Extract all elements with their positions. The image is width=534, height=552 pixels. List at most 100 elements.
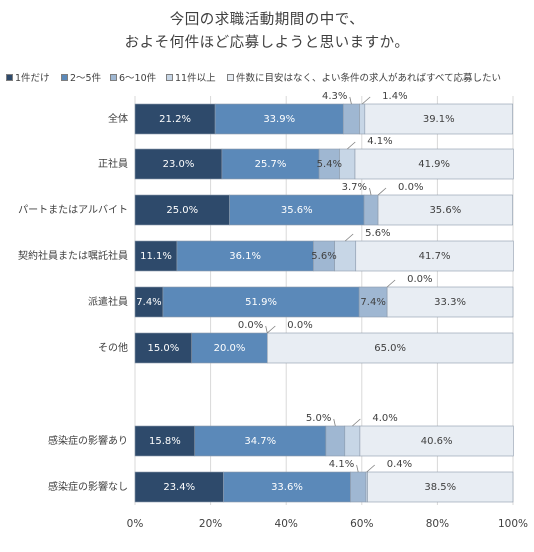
bar-segment — [359, 425, 514, 457]
bar-segment — [162, 286, 360, 318]
data-label: 21.2% — [159, 114, 191, 125]
bar-segment — [134, 148, 223, 180]
legend-label-1: 1件だけ — [15, 73, 50, 84]
category-label: 感染症の影響なし — [48, 480, 128, 493]
category-label: パートまたはアルバイト — [18, 204, 128, 216]
legend-label-3: 6～10件 — [119, 73, 157, 84]
data-label: 36.1% — [229, 251, 261, 262]
bar-segment — [176, 240, 314, 272]
leader-line — [344, 233, 354, 242]
bar-segment — [377, 194, 513, 226]
bar-segment — [355, 240, 514, 272]
leader-line — [352, 418, 361, 427]
bar-segment — [221, 148, 320, 180]
leader-line — [265, 325, 268, 334]
bar-segment — [334, 240, 357, 272]
legend-item-2: 2～5件 — [61, 70, 101, 84]
bar-segment — [363, 194, 379, 226]
x-tick-label: 80% — [426, 518, 449, 530]
bar-segment — [194, 425, 327, 457]
bar-segment — [266, 332, 514, 364]
data-label: 0.4% — [387, 459, 412, 470]
data-label: 3.7% — [342, 182, 367, 193]
bar-segment — [229, 194, 365, 226]
data-label: 7.4% — [136, 297, 161, 308]
data-label: 15.0% — [147, 343, 179, 354]
data-label: 20.0% — [214, 343, 246, 354]
data-label: 23.0% — [163, 159, 195, 170]
data-label: 39.1% — [423, 114, 455, 125]
leader-line — [361, 96, 371, 105]
data-label: 5.4% — [317, 159, 342, 170]
data-label: 34.7% — [244, 436, 276, 447]
bar-segment — [134, 471, 224, 503]
data-label: 15.8% — [149, 436, 181, 447]
x-tick-label: 60% — [350, 518, 373, 530]
leader-line — [377, 187, 387, 196]
data-label: 5.6% — [311, 251, 336, 262]
legend-item-3: 6～10件 — [110, 70, 156, 84]
bar-segment — [354, 148, 514, 180]
bar-segment — [325, 425, 346, 457]
legend-label-2: 2～5件 — [70, 73, 102, 84]
data-label: 0.0% — [287, 320, 312, 331]
bar-segment — [364, 103, 513, 135]
legend-item-5: 件数に目安はなく、よい条件の求人があればすべて応募したい — [227, 70, 501, 84]
data-label: 4.0% — [372, 413, 397, 424]
data-label: 51.9% — [245, 297, 277, 308]
data-label: 25.0% — [166, 205, 198, 216]
chart-title-line-1: 今回の求職活動期間の中で、 — [169, 12, 365, 28]
data-label: 0.0% — [407, 274, 432, 285]
leader-line — [333, 418, 336, 427]
leader-line — [267, 325, 276, 334]
data-label: 33.6% — [271, 482, 303, 493]
data-label: 5.0% — [306, 413, 331, 424]
leader-line — [349, 96, 352, 105]
data-label: 40.6% — [421, 436, 453, 447]
bar-segment — [344, 425, 361, 457]
legend-label-4: 11件以上 — [175, 73, 216, 84]
bar-segment — [214, 103, 344, 135]
leader-line — [369, 187, 372, 196]
data-label: 5.6% — [365, 228, 390, 239]
x-tick-label: 20% — [199, 518, 222, 530]
x-tick-label: 100% — [498, 518, 528, 530]
category-label: その他 — [98, 341, 128, 354]
legend-swatch-3 — [110, 73, 117, 81]
data-label: 4.3% — [322, 91, 347, 102]
x-tick-label: 0% — [127, 518, 144, 530]
data-label: 35.6% — [281, 205, 313, 216]
data-label: 41.7% — [419, 251, 451, 262]
data-label: 0.0% — [238, 320, 263, 331]
leader-line — [366, 464, 375, 473]
data-label: 38.5% — [424, 482, 456, 493]
data-label: 7.4% — [360, 297, 385, 308]
chart-legend: 1件だけ 2～5件 6～10件 11件以上 件数に目安はなく、よい条件の求人があ… — [6, 70, 534, 84]
category-label: 感染症の影響あり — [48, 434, 128, 447]
data-label: 4.1% — [367, 136, 392, 147]
data-label: 41.9% — [418, 159, 450, 170]
data-label: 65.0% — [374, 343, 406, 354]
bar-segment — [342, 103, 360, 135]
leader-line — [386, 279, 396, 288]
bar-segment — [134, 240, 178, 272]
bar-segment — [367, 471, 514, 503]
bar-segment — [134, 425, 196, 457]
bar-segment — [134, 194, 230, 226]
leader-line — [356, 464, 359, 473]
bar-segment — [191, 332, 268, 364]
data-label: 23.4% — [163, 482, 195, 493]
legend-label-5: 件数に目安はなく、よい条件の求人があればすべて応募したい — [236, 73, 501, 84]
data-label: 0.0% — [398, 182, 423, 193]
leader-line — [346, 141, 356, 150]
category-label: 全体 — [108, 112, 128, 125]
data-label: 33.3% — [434, 297, 466, 308]
data-label: 11.1% — [140, 251, 172, 262]
legend-swatch-5 — [227, 73, 234, 81]
legend-swatch-1 — [6, 73, 13, 81]
data-label: 25.7% — [255, 159, 287, 170]
data-label: 33.9% — [263, 114, 295, 125]
bar-segment — [386, 286, 514, 318]
category-label: 契約社員または嘱託社員 — [18, 249, 128, 262]
